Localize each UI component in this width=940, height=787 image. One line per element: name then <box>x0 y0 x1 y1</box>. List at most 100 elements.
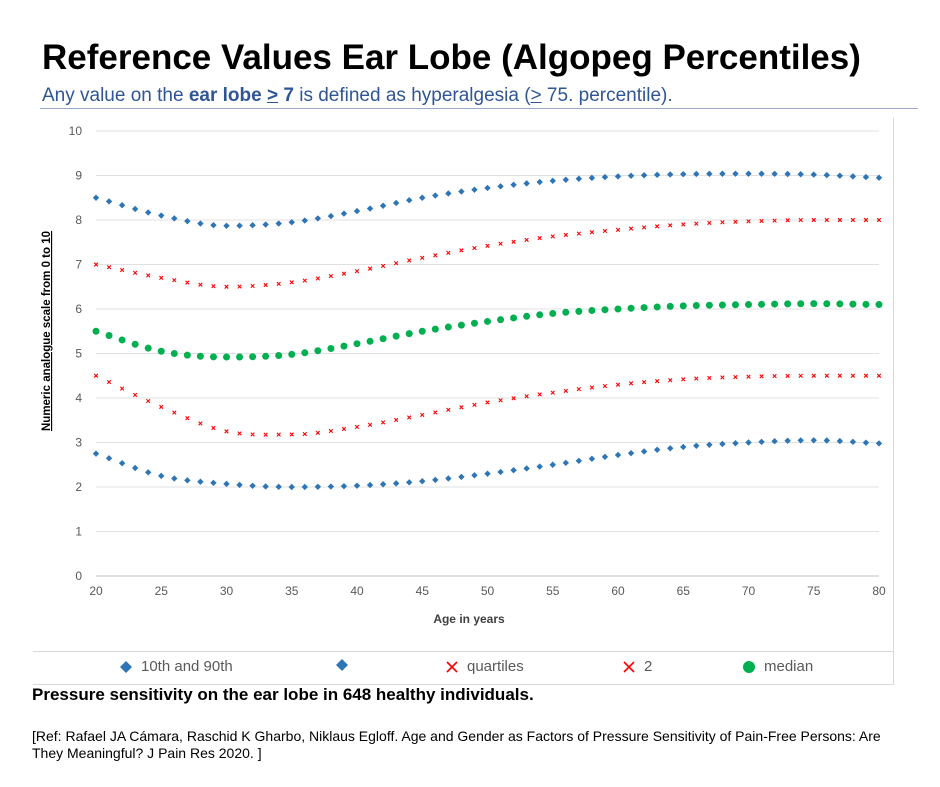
data-point-diamond <box>706 441 713 449</box>
data-point-cross <box>602 383 608 389</box>
data-point-cross <box>433 410 438 415</box>
data-point-cross <box>511 239 516 244</box>
data-point-cross <box>211 283 216 289</box>
data-point-diamond <box>719 440 726 448</box>
data-point-diamond <box>327 212 335 220</box>
x-tick-label: 50 <box>481 584 495 598</box>
data-point-diamond <box>510 467 517 474</box>
data-point-circle <box>249 353 257 361</box>
data-point-diamond <box>653 171 661 179</box>
data-point-diamond <box>810 437 817 444</box>
data-point-diamond <box>223 222 230 229</box>
data-point-circle <box>745 301 752 309</box>
data-point-diamond <box>314 215 322 222</box>
data-point-cross <box>576 387 582 392</box>
data-point-cross <box>315 430 321 435</box>
chart-legend: 10th and 90th quartiles 2 median <box>33 651 894 685</box>
data-point-circle <box>497 316 505 324</box>
data-point-diamond <box>158 212 165 219</box>
data-point-cross <box>459 405 464 410</box>
data-point-cross <box>485 400 490 405</box>
data-point-circle <box>849 300 857 308</box>
y-tick-label: 8 <box>75 213 82 227</box>
data-point-cross <box>433 253 438 258</box>
data-point-diamond <box>693 442 700 449</box>
data-point-diamond <box>836 172 844 179</box>
subtitle-text-1: Any value on the <box>42 85 189 106</box>
data-point-cross <box>498 398 503 403</box>
data-point-diamond <box>784 437 791 444</box>
data-point-diamond <box>197 478 204 485</box>
data-point-cross <box>798 217 803 223</box>
data-point-diamond <box>471 186 478 193</box>
data-point-cross <box>550 390 555 395</box>
data-point-circle <box>353 340 361 348</box>
y-tick-label: 3 <box>75 436 82 450</box>
data-point-circle <box>523 312 531 320</box>
legend-item-unnamed <box>335 658 357 672</box>
data-point-cross <box>850 373 856 378</box>
data-point-cross <box>876 217 882 223</box>
data-point-circle <box>536 311 544 319</box>
data-point-cross <box>237 431 242 436</box>
data-point-cross <box>224 284 229 289</box>
data-point-diamond <box>745 170 752 177</box>
data-point-circle <box>379 335 387 343</box>
data-point-cross <box>615 382 621 387</box>
data-point-circle <box>601 306 609 314</box>
data-point-cross <box>681 222 686 227</box>
data-point-diamond <box>667 171 674 178</box>
data-point-cross <box>459 248 464 253</box>
data-point-cross <box>589 230 595 235</box>
legend-cross-icon <box>623 660 635 673</box>
legend-item-quartiles: quartiles <box>445 658 524 675</box>
data-point-circle <box>392 332 400 340</box>
data-point-cross <box>250 432 255 437</box>
data-point-diamond <box>862 173 870 181</box>
data-point-circle <box>275 352 283 360</box>
data-point-circle <box>131 340 139 348</box>
data-point-diamond <box>262 221 269 228</box>
data-point-diamond <box>562 459 569 467</box>
data-point-diamond <box>379 202 387 209</box>
data-point-cross <box>746 219 751 224</box>
data-point-cross <box>759 374 764 379</box>
data-point-diamond <box>275 220 282 227</box>
data-point-diamond <box>836 437 844 445</box>
data-point-diamond <box>197 220 204 227</box>
data-point-circle <box>431 325 439 333</box>
legend-item-10th-90th: 10th and 90th <box>119 658 233 675</box>
page-subtitle: Any value on the ear lobe > 7 is defined… <box>42 85 673 107</box>
data-point-diamond <box>406 479 413 486</box>
data-point-diamond <box>366 481 374 489</box>
data-point-diamond <box>184 477 191 484</box>
data-point-cross <box>511 396 516 401</box>
data-point-diamond <box>432 192 439 199</box>
data-point-circle <box>836 300 844 308</box>
data-point-circle <box>731 301 739 309</box>
data-point-cross <box>185 416 190 421</box>
data-point-cross <box>328 428 334 434</box>
data-point-diamond <box>131 464 139 472</box>
page-title: Reference Values Ear Lobe (Algopeg Perce… <box>42 38 861 77</box>
data-point-diamond <box>771 438 778 445</box>
data-point-cross <box>785 373 790 379</box>
data-point-diamond <box>392 199 400 207</box>
x-tick-label: 65 <box>677 584 691 598</box>
y-tick-label: 0 <box>75 569 82 583</box>
data-point-diamond <box>640 448 648 455</box>
data-point-cross <box>263 282 268 288</box>
data-point-cross <box>341 426 347 432</box>
data-point-cross <box>707 220 712 226</box>
data-point-diamond <box>758 170 765 177</box>
y-tick-label: 1 <box>75 525 82 539</box>
data-point-diamond <box>758 438 765 446</box>
x-tick-label: 20 <box>89 584 103 598</box>
data-point-cross <box>733 219 738 224</box>
data-point-cross <box>681 377 686 382</box>
data-point-diamond <box>484 470 491 477</box>
data-point-diamond <box>249 482 256 489</box>
data-point-cross <box>850 217 856 223</box>
data-point-cross <box>328 273 334 279</box>
